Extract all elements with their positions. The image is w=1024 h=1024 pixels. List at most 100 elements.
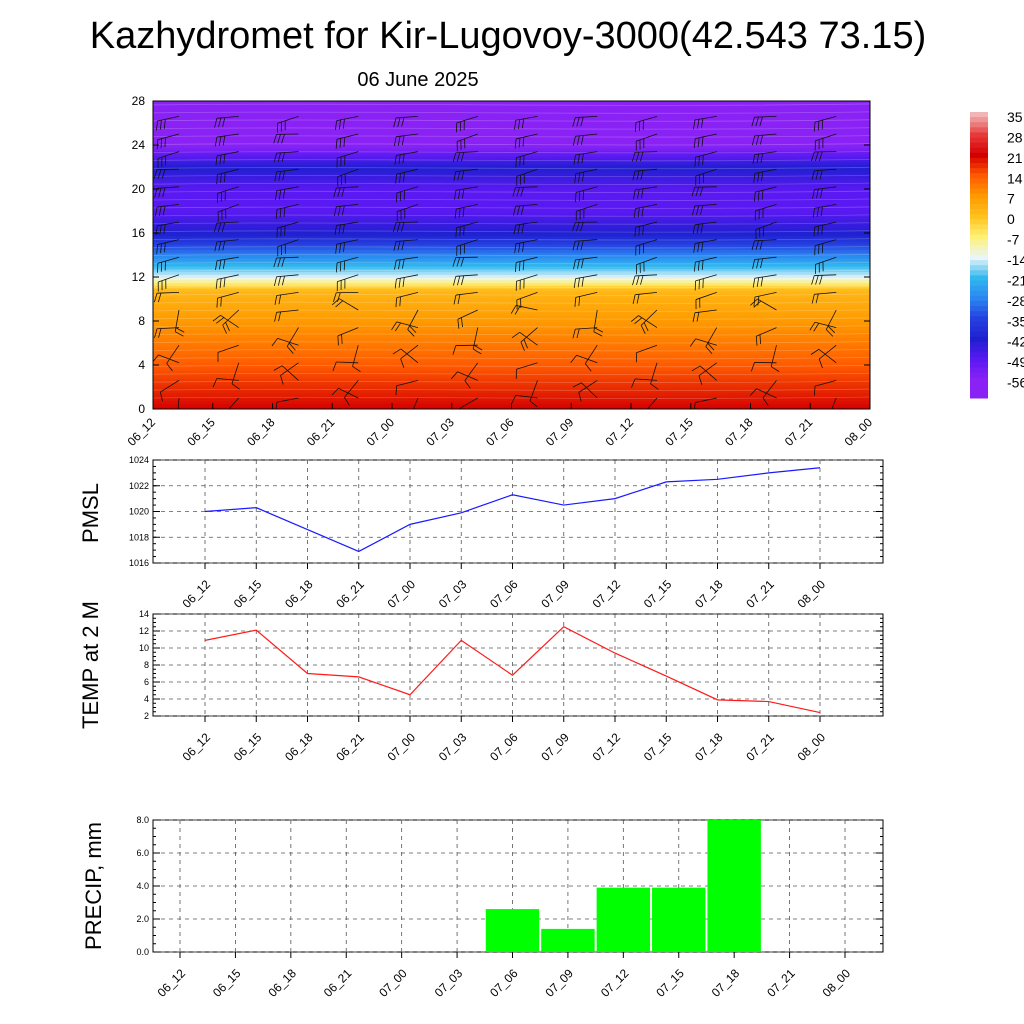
field-band xyxy=(153,213,870,218)
contour-line xyxy=(153,206,870,209)
field-band xyxy=(153,274,870,278)
wind-barb xyxy=(231,362,240,390)
wind-barb xyxy=(573,256,598,270)
wind-barb xyxy=(750,298,777,311)
wind-barb xyxy=(694,274,717,291)
wind-barb xyxy=(454,204,478,219)
x-tick-label: 08_00 xyxy=(795,577,829,611)
field-band xyxy=(153,128,870,132)
contour-line xyxy=(153,372,870,376)
wind-barb xyxy=(762,380,777,406)
x-tick-label: 07_09 xyxy=(543,966,577,1000)
field-band xyxy=(153,238,870,242)
x-tick-label: 06_15 xyxy=(210,966,244,1000)
x-tick-label: 07_21 xyxy=(743,577,777,611)
colorbar-segment xyxy=(970,173,988,179)
x-tick-label: 08_00 xyxy=(842,415,876,449)
contour-line xyxy=(153,111,870,114)
wind-barb xyxy=(216,292,239,308)
colorbar-segment xyxy=(970,311,988,317)
wind-barb xyxy=(336,274,359,292)
field-band xyxy=(153,114,870,119)
wind-barb xyxy=(217,186,239,203)
contour-line xyxy=(153,246,870,249)
wind-barb xyxy=(814,380,837,396)
field-band xyxy=(153,307,870,311)
y-tick-label: 16 xyxy=(132,226,146,240)
wind-barb xyxy=(392,221,419,232)
wind-barb xyxy=(352,345,361,373)
y-tick-label: 12 xyxy=(139,626,149,636)
wind-barb xyxy=(453,274,478,286)
wind-barb xyxy=(454,186,478,200)
wind-barb xyxy=(336,256,359,273)
wind-barb xyxy=(153,292,180,303)
wind-barb xyxy=(811,168,837,181)
colorbar-segment xyxy=(970,239,988,246)
field-band xyxy=(153,400,870,405)
field-band xyxy=(153,384,870,388)
colorbar-segment xyxy=(970,382,988,389)
x-tick-label: 08_00 xyxy=(820,966,854,1000)
wind-barb xyxy=(273,274,299,287)
wind-barb xyxy=(154,204,180,217)
colorbar-segment xyxy=(970,219,988,225)
wind-barb xyxy=(755,327,777,346)
wind-barb xyxy=(512,186,538,197)
field-band xyxy=(153,351,870,355)
wind-barb xyxy=(813,221,837,237)
x-tick-label: 07_06 xyxy=(487,730,521,764)
colorbar-segment xyxy=(970,280,988,287)
wind-barb xyxy=(516,168,538,186)
x-tick-label: 06_18 xyxy=(244,415,278,449)
wind-barb xyxy=(753,292,777,307)
field-band xyxy=(153,271,870,275)
wind-barb xyxy=(273,133,299,144)
wind-barb xyxy=(572,327,598,339)
precip-panel: PRECIP, mm 0.0 2.0 4.0 6.0 8.0 06_12 06_15 06_1… xyxy=(81,815,884,1000)
wind-barb xyxy=(515,151,538,168)
field-band xyxy=(153,120,870,124)
field-band xyxy=(153,345,870,350)
wind-barb xyxy=(575,204,598,221)
x-tick-label: 06_21 xyxy=(321,966,355,1000)
x-tick-label: 07_15 xyxy=(641,730,675,764)
wind-barb xyxy=(277,239,299,257)
colorbar-segment xyxy=(970,377,988,384)
y-tick-label: 2.0 xyxy=(136,914,149,924)
wind-barb xyxy=(814,133,837,151)
field-band xyxy=(153,197,870,201)
contour-line xyxy=(153,254,870,257)
x-tick-label: 07_00 xyxy=(376,966,410,1000)
colorbar-label: -14 xyxy=(1007,252,1024,268)
colorbar-segment xyxy=(970,290,988,297)
colorbar-segment xyxy=(970,152,988,159)
temp-panel: TEMP at 2 M 2 4 6 8 10 12 14 06_12 06_15 06_18 06_… xyxy=(78,601,884,764)
wind-barb xyxy=(689,338,717,347)
x-tick-label: 07_00 xyxy=(385,577,419,611)
panel-axes: 0.0 2.0 4.0 6.0 8.0 06_12 06_15 06_18 06_21 07_00… xyxy=(136,815,884,1000)
x-tick-label: 07_21 xyxy=(743,730,777,764)
wind-barb xyxy=(572,116,598,127)
contour-line xyxy=(153,325,870,328)
field-band xyxy=(153,117,870,121)
x-tick-label: 07_12 xyxy=(590,577,624,611)
contour-line xyxy=(153,293,870,296)
field-band xyxy=(153,398,870,402)
field-band xyxy=(153,340,870,344)
wind-barb xyxy=(157,256,180,273)
field-band xyxy=(153,334,870,339)
wind-barb xyxy=(755,221,777,240)
wind-barb xyxy=(155,221,180,236)
x-tick-label: 07_06 xyxy=(487,577,521,611)
wind-barb xyxy=(407,309,419,337)
wind-barb xyxy=(344,380,359,406)
wind-barb xyxy=(515,274,538,291)
wind-barb xyxy=(453,292,478,305)
x-tick-label: 07_03 xyxy=(432,966,466,1000)
colorbar-segment xyxy=(970,168,988,174)
x-tick-label: 07_00 xyxy=(364,415,398,449)
contour-line xyxy=(153,388,870,391)
wind-barb xyxy=(631,151,658,162)
wind-barb xyxy=(811,292,837,304)
